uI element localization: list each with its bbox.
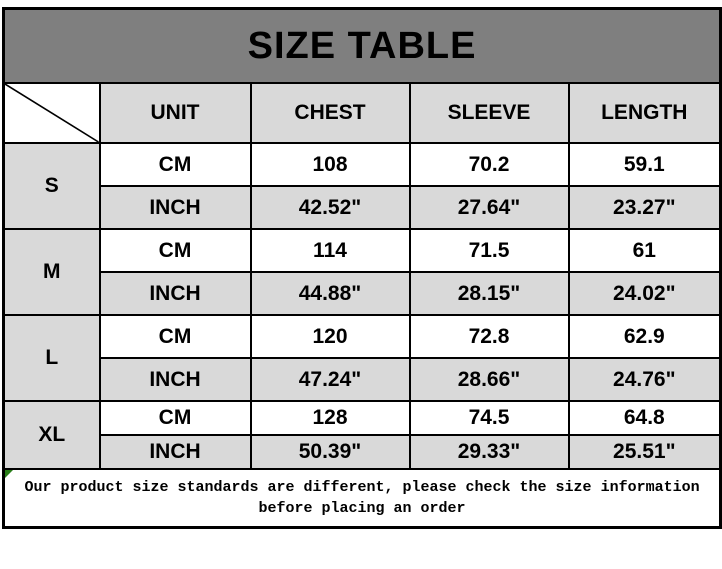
sleeve-value: 28.66" xyxy=(408,357,570,402)
chest-value: 114 xyxy=(249,228,411,273)
chest-value: 44.88" xyxy=(249,271,411,316)
unit-cell: INCH xyxy=(98,357,252,402)
chest-value: 120 xyxy=(249,314,411,359)
sleeve-value: 29.33" xyxy=(408,434,570,470)
unit-cell: INCH xyxy=(98,434,252,470)
sleeve-value: 74.5 xyxy=(408,400,570,436)
header-row: UNIT CHEST SLEEVE LENGTH xyxy=(2,82,722,144)
table-row-l-inch: INCH 47.24" 28.66" 24.76" xyxy=(4,357,722,402)
diagonal-line xyxy=(5,84,99,142)
size-label-l: L xyxy=(2,314,101,402)
length-value: 24.02" xyxy=(567,271,722,316)
sleeve-value: 28.15" xyxy=(408,271,570,316)
column-header-sleeve: SLEEVE xyxy=(408,82,570,144)
sleeve-value: 71.5 xyxy=(408,228,570,273)
table-row-m-inch: INCH 44.88" 28.15" 24.02" xyxy=(4,271,722,316)
size-label-xl: XL xyxy=(2,400,101,470)
length-value: 24.76" xyxy=(567,357,722,402)
cell-corner-marker-icon xyxy=(5,470,13,478)
unit-cell: CM xyxy=(98,314,252,359)
sleeve-value: 70.2 xyxy=(408,142,570,187)
unit-cell: INCH xyxy=(98,271,252,316)
chest-value: 108 xyxy=(249,142,411,187)
footer-note-line1: Our product size standards are different… xyxy=(24,479,700,496)
chest-value: 47.24" xyxy=(249,357,411,402)
footer-row: Our product size standards are different… xyxy=(2,468,722,529)
unit-cell: CM xyxy=(98,400,252,436)
size-label-s: S xyxy=(2,142,101,230)
sleeve-value: 27.64" xyxy=(408,185,570,230)
length-value: 61 xyxy=(567,228,722,273)
table-row-xl-cm: XL CM 128 74.5 64.8 xyxy=(2,400,722,470)
size-chart-sheet: SIZE TABLE UNIT CHEST SLEEVE LENGTH S CM… xyxy=(2,7,722,529)
footer-note-cell: Our product size standards are different… xyxy=(2,468,722,529)
column-header-chest: CHEST xyxy=(249,82,411,144)
table-row-l-cm: L CM 120 72.8 62.9 xyxy=(2,314,722,402)
unit-cell: CM xyxy=(98,228,252,273)
column-header-unit: UNIT xyxy=(98,82,252,144)
chest-value: 128 xyxy=(249,400,411,436)
title-row: SIZE TABLE xyxy=(2,7,722,84)
column-header-length: LENGTH xyxy=(567,82,722,144)
chest-value: 42.52" xyxy=(249,185,411,230)
table-row-m-cm: M CM 114 71.5 61 xyxy=(2,228,722,316)
size-label-m: M xyxy=(2,228,101,316)
length-value: 64.8 xyxy=(567,400,722,436)
length-value: 23.27" xyxy=(567,185,722,230)
chest-value: 50.39" xyxy=(249,434,411,470)
length-value: 62.9 xyxy=(567,314,722,359)
unit-cell: INCH xyxy=(98,185,252,230)
unit-cell: CM xyxy=(98,142,252,187)
table-row-xl-inch: INCH 50.39" 29.33" 25.51" xyxy=(4,434,722,470)
page-title: SIZE TABLE xyxy=(2,7,722,84)
table-row-s-inch: INCH 42.52" 27.64" 23.27" xyxy=(4,185,722,230)
sleeve-value: 72.8 xyxy=(408,314,570,359)
length-value: 25.51" xyxy=(567,434,722,470)
diagonal-header-cell xyxy=(2,82,101,144)
table-row-s-cm: S CM 108 70.2 59.1 xyxy=(2,142,722,230)
footer-note-line2: before placing an order xyxy=(258,500,466,517)
size-table: SIZE TABLE UNIT CHEST SLEEVE LENGTH S CM… xyxy=(2,7,722,529)
length-value: 59.1 xyxy=(567,142,722,187)
